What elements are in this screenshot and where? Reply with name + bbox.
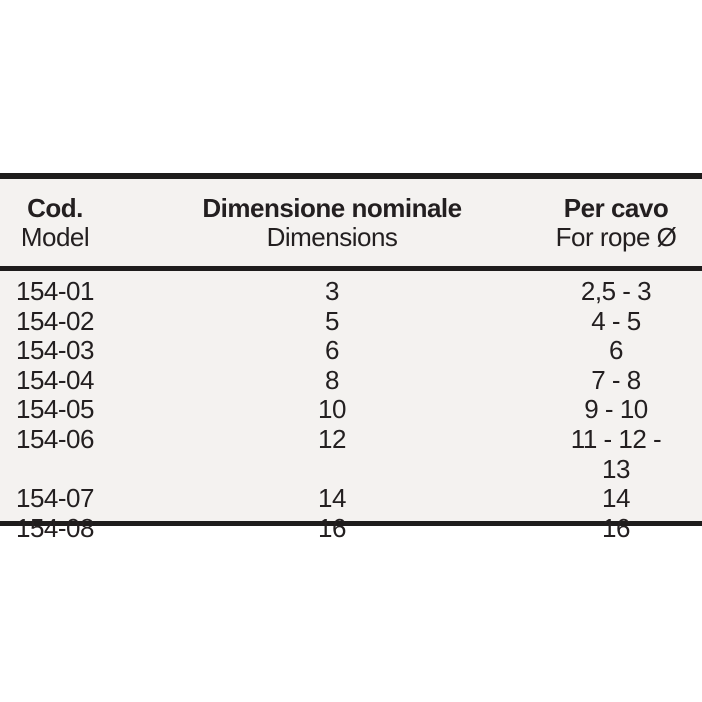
table-row: 154-06 12 11 - 12 - 13 xyxy=(0,423,702,484)
table-row: 154-01 3 2,5 - 3 xyxy=(0,276,702,307)
header-col-code: Cod. Model xyxy=(0,192,110,252)
cell-rope: 14 xyxy=(602,483,630,514)
cell-code: 154-07 xyxy=(16,483,94,514)
table-body: 154-01 3 2,5 - 3 154-02 5 4 - 5 154-03 6… xyxy=(0,271,702,542)
header-col-code-title: Cod. xyxy=(27,192,83,223)
header-col-code-subtitle: Model xyxy=(20,221,90,252)
table-row: 154-02 5 4 - 5 xyxy=(0,305,702,337)
table-row: 154-05 10 9 - 10 xyxy=(0,395,702,425)
cell-code: 154-01 xyxy=(16,276,94,306)
cell-rope: 16 xyxy=(602,512,630,543)
cell-dimension: 14 xyxy=(318,483,346,514)
header-col-rope-subtitle: For rope Ø xyxy=(555,221,677,252)
cell-code: 154-05 xyxy=(16,394,94,425)
cell-code: 154-02 xyxy=(16,305,94,336)
header-col-rope: Per cavo For rope Ø xyxy=(554,192,702,252)
cell-code: 154-08 xyxy=(16,512,94,543)
cell-code: 154-04 xyxy=(16,364,94,395)
header-col-dimension-subtitle: Dimensions xyxy=(266,221,398,252)
cell-dimension: 5 xyxy=(325,305,339,336)
table-row: 154-03 6 6 xyxy=(0,336,702,366)
cell-rope: 11 - 12 - 13 xyxy=(570,423,662,484)
cell-code: 154-03 xyxy=(16,335,94,366)
cell-rope: 9 - 10 xyxy=(584,394,648,425)
cell-dimension: 6 xyxy=(325,335,339,366)
table-header: Cod. Model Dimensione nominale Dimension… xyxy=(0,179,702,271)
header-col-dimension-title: Dimensione nominale xyxy=(202,192,462,223)
cell-rope: 4 - 5 xyxy=(591,305,641,336)
header-col-dimension: Dimensione nominale Dimensions xyxy=(110,192,554,252)
cell-rope: 2,5 - 3 xyxy=(580,276,652,306)
cell-dimension: 16 xyxy=(318,512,346,543)
table-row: 154-08 16 16 xyxy=(0,512,702,544)
cell-dimension: 12 xyxy=(318,423,346,454)
cell-dimension: 3 xyxy=(325,276,339,306)
table-row: 154-07 14 14 xyxy=(0,484,702,514)
cell-code: 154-06 xyxy=(16,423,94,454)
header-col-rope-title: Per cavo xyxy=(563,192,669,223)
spec-table: Cod. Model Dimensione nominale Dimension… xyxy=(0,173,702,542)
cell-dimension: 10 xyxy=(318,394,346,425)
cell-dimension: 8 xyxy=(325,364,339,395)
cell-rope: 6 xyxy=(609,335,623,366)
table-row: 154-04 8 7 - 8 xyxy=(0,364,702,396)
cell-rope: 7 - 8 xyxy=(591,364,641,395)
